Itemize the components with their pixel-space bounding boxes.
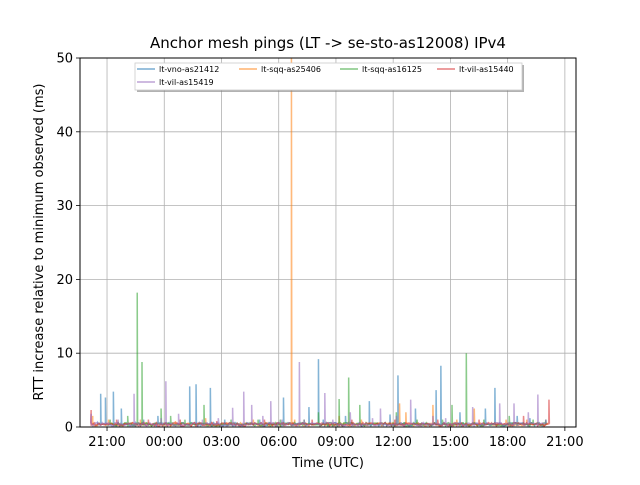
- y-tick-label: 0: [65, 421, 73, 436]
- x-tick-label: 21:00: [546, 435, 583, 450]
- x-tick-label: 03:00: [203, 435, 240, 450]
- plot-frame: [79, 57, 577, 428]
- legend-label: lt-vno-as21412: [159, 65, 219, 74]
- series-line-lt-vil-as15419: [90, 362, 547, 427]
- legend-label: lt-sqq-as25406: [261, 65, 321, 74]
- y-tick-label: 40: [56, 125, 73, 140]
- x-tick-label: 12:00: [374, 435, 411, 450]
- x-axis-title: Time (UTC): [291, 456, 364, 471]
- x-tick-label: 21:00: [88, 435, 125, 450]
- y-tick-label: 20: [56, 273, 73, 288]
- legend-label: lt-vil-as15440: [459, 65, 514, 74]
- y-axis: 0 10 20 30 40 50: [56, 52, 80, 436]
- y-axis-title: RTT increase relative to minimum observe…: [32, 84, 47, 401]
- legend-label: lt-sqq-as16125: [362, 65, 422, 74]
- legend: lt-vno-as21412 lt-sqq-as25406 lt-sqq-as161…: [134, 62, 524, 92]
- series-layer: [90, 58, 551, 427]
- y-tick-label: 10: [56, 347, 73, 362]
- x-tick-label: 00:00: [146, 435, 183, 450]
- legend-box: [134, 62, 523, 91]
- legend-label: lt-vil-as15419: [159, 78, 214, 87]
- x-tick-label: 09:00: [317, 435, 354, 450]
- x-tick-label: 15:00: [432, 435, 469, 450]
- plot-area: [80, 58, 576, 427]
- chart-title: Anchor mesh pings (LT -> se-sto-as12008)…: [150, 34, 506, 52]
- y-tick-label: 50: [56, 52, 73, 67]
- x-tick-label: 06:00: [260, 435, 297, 450]
- x-axis: 21:00 00:00 03:00 06:00 09:00 12:00 15:00 18:00…: [88, 427, 584, 450]
- x-tick-label: 18:00: [489, 435, 526, 450]
- y-tick-label: 30: [56, 199, 73, 214]
